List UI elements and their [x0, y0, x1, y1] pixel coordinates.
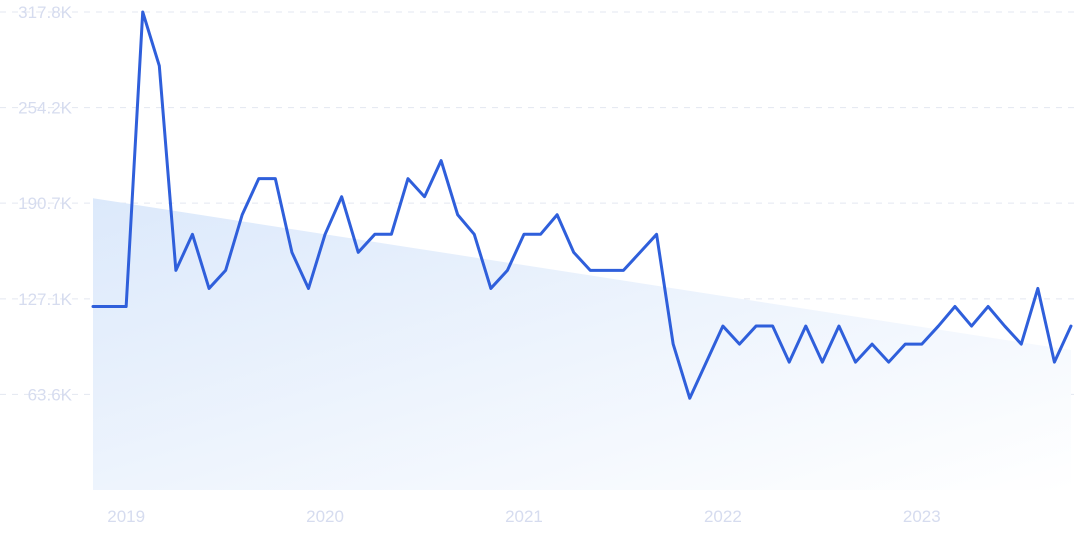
data-point [273, 177, 277, 181]
data-point [588, 268, 592, 272]
data-point [1003, 324, 1007, 328]
y-tick-label: 254.2K [18, 99, 73, 118]
data-point [224, 268, 228, 272]
data-point [489, 286, 493, 290]
x-tick-label: 2023 [903, 507, 941, 526]
data-point [439, 159, 443, 163]
data-point [920, 342, 924, 346]
x-tick-label: 2020 [306, 507, 344, 526]
data-point [970, 324, 974, 328]
data-point [638, 250, 642, 254]
data-point [373, 232, 377, 236]
x-tick-label: 2022 [704, 507, 742, 526]
x-tick-label: 2019 [107, 507, 145, 526]
series-line [91, 10, 1073, 400]
data-point [340, 195, 344, 199]
data-point [804, 324, 808, 328]
data-point [688, 396, 692, 400]
data-point [820, 360, 824, 364]
data-point [389, 232, 393, 236]
data-point [423, 195, 427, 199]
data-point [870, 342, 874, 346]
series-layer [91, 10, 1073, 400]
trend-area [93, 198, 1071, 490]
data-point [108, 305, 112, 309]
data-point [1036, 286, 1040, 290]
data-point [522, 232, 526, 236]
data-point [190, 232, 194, 236]
data-point [257, 177, 261, 181]
y-axis-labels: 63.6K 127.1K 190.7K 254.2K 317.8K [18, 3, 73, 404]
data-point [953, 305, 957, 309]
data-point [456, 213, 460, 217]
data-point [157, 64, 161, 68]
data-point [737, 342, 741, 346]
data-point [323, 232, 327, 236]
data-point [1019, 342, 1023, 346]
data-point [754, 324, 758, 328]
y-tick-label: 317.8K [18, 3, 73, 22]
y-tick-label: 190.7K [18, 194, 73, 213]
data-point [290, 250, 294, 254]
data-point [555, 213, 559, 217]
data-point [91, 305, 95, 309]
y-tick-label: 63.6K [28, 385, 73, 404]
data-point [572, 250, 576, 254]
data-point [174, 268, 178, 272]
data-point [787, 360, 791, 364]
data-point [124, 305, 128, 309]
data-point [472, 232, 476, 236]
data-point [1052, 360, 1056, 364]
data-point [655, 232, 659, 236]
data-point [1069, 324, 1073, 328]
data-point [887, 360, 891, 364]
data-point [207, 286, 211, 290]
x-axis-labels: 2019 2020 2021 2022 2023 [107, 507, 940, 526]
data-point [854, 360, 858, 364]
data-point [539, 232, 543, 236]
data-point [704, 360, 708, 364]
data-point [771, 324, 775, 328]
data-point [837, 324, 841, 328]
data-point [240, 213, 244, 217]
data-point [671, 342, 675, 346]
data-point [621, 268, 625, 272]
data-point [505, 268, 509, 272]
data-point [356, 250, 360, 254]
data-point [936, 324, 940, 328]
data-point [986, 305, 990, 309]
x-tick-label: 2021 [505, 507, 543, 526]
y-tick-label: 127.1K [18, 290, 73, 309]
data-point [721, 324, 725, 328]
trend-area-shape [93, 198, 1071, 490]
data-point [306, 286, 310, 290]
data-point [605, 268, 609, 272]
data-point [141, 10, 145, 14]
data-point [406, 177, 410, 181]
data-point [903, 342, 907, 346]
